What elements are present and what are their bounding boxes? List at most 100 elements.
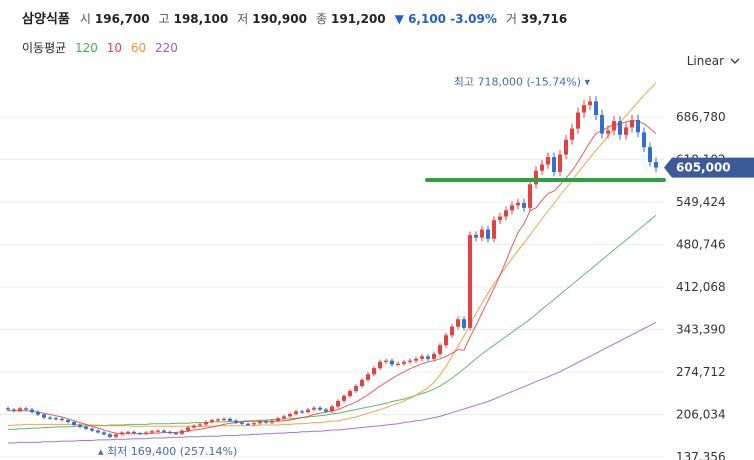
candle xyxy=(396,363,400,365)
highest-price-label: 최고 718,000 (-15.74%) ▾ xyxy=(454,76,591,89)
ma120-line xyxy=(8,214,657,430)
candle xyxy=(366,374,370,380)
candle xyxy=(132,431,136,434)
candle xyxy=(270,420,274,423)
candle xyxy=(330,406,334,412)
high-value: 198,100 xyxy=(173,12,229,26)
candle xyxy=(582,105,586,113)
candle xyxy=(438,345,442,354)
candle xyxy=(6,408,10,410)
candle xyxy=(348,391,352,396)
candle xyxy=(594,101,598,116)
candle xyxy=(300,411,304,413)
candle xyxy=(204,421,208,425)
candle xyxy=(150,431,154,433)
scale-mode-select[interactable]: Linear xyxy=(686,54,724,68)
candle xyxy=(414,358,418,361)
candle xyxy=(168,431,172,434)
candle xyxy=(24,408,28,410)
candle xyxy=(576,112,580,129)
candle xyxy=(384,360,388,362)
candle xyxy=(324,409,328,412)
current-price-tag xyxy=(664,157,754,178)
candle xyxy=(282,416,286,419)
candle xyxy=(78,425,82,427)
candle xyxy=(600,115,604,134)
candle xyxy=(198,424,202,426)
candle xyxy=(534,170,538,185)
quote-header: 삼양식품 시 196,700 고 198,100 저 190,900 종 191… xyxy=(22,8,576,27)
candle xyxy=(66,420,70,422)
candle xyxy=(234,420,238,423)
candle xyxy=(306,409,310,413)
candle xyxy=(552,157,556,172)
candle xyxy=(546,157,550,165)
candle xyxy=(486,229,490,239)
y-tick-label: 206,034 xyxy=(676,408,726,422)
moving-average-legend[interactable]: 이동평균 120 10 60 220 xyxy=(22,39,183,56)
candle xyxy=(468,235,472,328)
candle xyxy=(120,432,124,435)
volume-label: 거 xyxy=(505,12,517,26)
candle xyxy=(162,430,166,432)
candle xyxy=(432,353,436,359)
ma60-line xyxy=(7,82,657,427)
candle xyxy=(336,400,340,407)
candle xyxy=(126,431,130,434)
ma-legend-60: 60 xyxy=(130,41,147,55)
candle xyxy=(390,360,394,365)
candle xyxy=(246,423,250,426)
y-tick-label: 274,712 xyxy=(676,365,726,379)
volume-value: 39,716 xyxy=(520,12,568,26)
candle xyxy=(606,130,610,134)
candle xyxy=(264,421,268,423)
open-label: 시 xyxy=(79,12,91,26)
candle xyxy=(222,418,226,421)
candle xyxy=(354,386,358,392)
candle xyxy=(402,361,406,364)
ma220-line xyxy=(8,321,657,444)
candle xyxy=(36,412,40,415)
candle xyxy=(462,319,466,328)
candle xyxy=(60,418,64,421)
candle xyxy=(180,430,184,434)
chevron-down-icon[interactable] xyxy=(730,56,740,66)
candle xyxy=(312,407,316,410)
candle xyxy=(318,407,322,410)
candle xyxy=(588,101,592,106)
candle xyxy=(276,418,280,421)
candle xyxy=(156,430,160,432)
y-tick-label: 412,068 xyxy=(676,280,726,294)
candle xyxy=(540,164,544,171)
candle xyxy=(564,139,568,155)
candle xyxy=(642,132,646,148)
ma-legend-label: 이동평균 xyxy=(22,41,67,55)
lowest-price-label: ▴ 최저 169,400 (257.14%) xyxy=(98,445,237,458)
candle xyxy=(648,147,652,163)
candle xyxy=(360,379,364,387)
candle xyxy=(624,127,628,135)
candle xyxy=(30,409,34,413)
candle xyxy=(42,414,46,418)
candle xyxy=(444,335,448,346)
candle xyxy=(288,413,292,417)
candle xyxy=(144,432,148,434)
y-tick-label: 343,390 xyxy=(676,323,726,337)
candle xyxy=(72,421,76,426)
candle xyxy=(12,409,16,411)
low-value: 190,900 xyxy=(252,12,307,26)
open-value: 196,700 xyxy=(94,12,150,26)
ma-legend-220: 220 xyxy=(154,41,178,55)
close-value: 191,200 xyxy=(331,12,386,26)
y-tick-label: 480,746 xyxy=(676,238,726,252)
candle xyxy=(252,423,256,425)
candle xyxy=(186,427,190,431)
low-label: 저 xyxy=(237,12,249,26)
candle xyxy=(240,422,244,424)
candle xyxy=(216,419,220,421)
candle xyxy=(96,430,100,433)
candle xyxy=(114,434,118,437)
candle xyxy=(210,420,214,422)
candle xyxy=(228,418,232,421)
